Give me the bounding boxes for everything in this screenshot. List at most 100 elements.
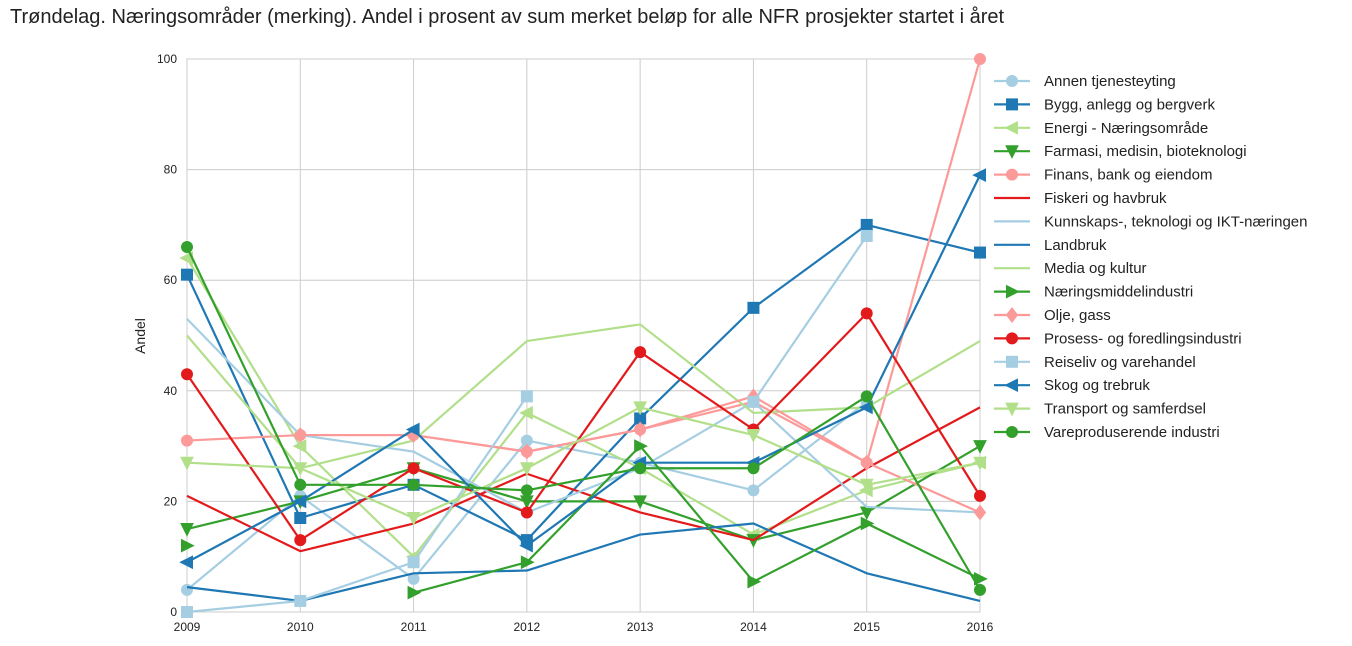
series-9-point [407, 585, 422, 600]
series-12-point [181, 606, 193, 618]
legend-label: Fiskeri og havbruk [1044, 190, 1167, 207]
series-11-point [407, 462, 420, 475]
legend-item: Prosess- og foredlingsindustri [994, 330, 1242, 347]
legend: Annen tjenesteyting Bygg, anlegg og bergv… [994, 73, 1308, 441]
legend-item: Næringsmiddelindustri [994, 284, 1193, 301]
legend-label: Olje, gass [1044, 307, 1111, 324]
series-10-point [973, 504, 987, 521]
series-12-point [294, 594, 307, 607]
legend-label: Farmasi, medisin, bioteknologi [1044, 143, 1247, 160]
legend-label: Bygg, anlegg og bergverk [1044, 96, 1215, 113]
legend-swatch-marker [1004, 120, 1018, 135]
legend-swatch-marker [1006, 98, 1018, 111]
series-9-point [747, 574, 762, 589]
series-7 [186, 522, 981, 603]
series-10-point [860, 454, 873, 471]
legend-item: Vareproduserende industri [994, 424, 1220, 441]
series-14-point [859, 478, 874, 493]
series-15-point [974, 583, 986, 596]
legend-item: Skog og trebruk [994, 377, 1150, 394]
series-15-point [520, 484, 533, 497]
series-13-point [405, 422, 420, 437]
series-2-point [519, 406, 533, 420]
y-axis-label: Andel [132, 318, 148, 354]
legend-label: Reiseliv og varehandel [1044, 354, 1196, 371]
series-3-point [633, 495, 648, 510]
series-14-point [406, 511, 421, 526]
legend-item: Farmasi, medisin, bioteknologi [994, 143, 1247, 160]
y-tick-label: 100 [157, 52, 177, 66]
x-tick-label: 2015 [853, 620, 880, 634]
series-4-point [974, 53, 986, 65]
legend-label: Energi - Næringsområde [1044, 120, 1208, 137]
series-15-point [860, 390, 873, 403]
series-15-point [747, 462, 760, 475]
y-tick-label: 80 [164, 163, 178, 177]
series-12-point [747, 395, 760, 408]
series-14-point [973, 456, 987, 471]
series-1-point [294, 511, 307, 524]
series-14-point [519, 462, 534, 476]
series-1-point [860, 218, 873, 231]
legend-item: Fiskeri og havbruk [994, 190, 1167, 207]
legend-label: Finans, bank og eiendom [1044, 167, 1212, 184]
x-tick-label: 2011 [401, 620, 427, 634]
series-13-point [972, 168, 986, 182]
series-13-point [519, 538, 533, 553]
series-4-point [181, 434, 193, 447]
x-tick-label: 2013 [627, 620, 654, 634]
series-14-line [186, 406, 981, 520]
legend-swatch-marker [1006, 332, 1018, 345]
series-1-point [181, 268, 193, 281]
chart-title: Trøndelag. Næringsområder (merking). And… [10, 6, 1005, 28]
x-tick-label: 2009 [174, 620, 201, 634]
series-15-point [634, 462, 647, 475]
series-3 [180, 440, 987, 548]
series-0-point [181, 583, 193, 596]
legend-swatch-marker [1005, 307, 1019, 323]
y-tick-label: 60 [164, 273, 178, 287]
legend-label: Transport og samferdsel [1044, 401, 1206, 418]
series-13-point [292, 494, 307, 509]
series-10-point [520, 443, 533, 460]
series-6 [186, 318, 981, 514]
legend-item: Olje, gass [994, 307, 1111, 324]
series-9-point [634, 439, 648, 453]
series-15-line [186, 246, 981, 591]
legend-label: Næringsmiddelindustri [1044, 284, 1193, 301]
series-13-line [186, 174, 981, 564]
series-12-point [407, 556, 420, 569]
legend-item: Transport og samferdsel [994, 401, 1206, 418]
series-14-point [293, 462, 308, 476]
series-6-line [186, 318, 981, 514]
series-3-line [186, 445, 981, 542]
series-5 [186, 406, 981, 553]
legend-item: Finans, bank og eiendom [994, 167, 1212, 184]
series-15-point [181, 241, 193, 254]
legend-swatch-marker [1006, 284, 1020, 299]
legend-swatch-marker [1006, 355, 1018, 368]
legend-item: Annen tjenesteyting [994, 73, 1176, 90]
x-tick-label: 2014 [740, 620, 767, 634]
series-13-point [179, 555, 193, 570]
series-11-point [181, 368, 193, 381]
legend-swatch-marker [1005, 402, 1019, 417]
series-11-point [294, 534, 307, 547]
legend-item: Reiseliv og varehandel [994, 354, 1196, 371]
series-3-point [973, 440, 987, 454]
series-11-point [974, 489, 986, 502]
series-3-point [180, 523, 194, 537]
y-tick-label: 20 [164, 494, 178, 508]
tick-labels: 2009 2010 2011 2012 2013 2014 2015 2016 0 20 40 60 8… [157, 52, 994, 634]
series-9 [181, 439, 988, 600]
series-12-line [186, 395, 528, 614]
x-tick-label: 2012 [514, 620, 541, 634]
series-15-point [294, 478, 307, 491]
series-10-point [634, 421, 647, 438]
series-9-point [860, 516, 875, 531]
legend-swatch-marker [1005, 145, 1019, 159]
legend-label: Annen tjenesteyting [1044, 73, 1176, 90]
legend-swatch-marker [1006, 168, 1018, 181]
legend-item: Landbruk [994, 237, 1107, 254]
